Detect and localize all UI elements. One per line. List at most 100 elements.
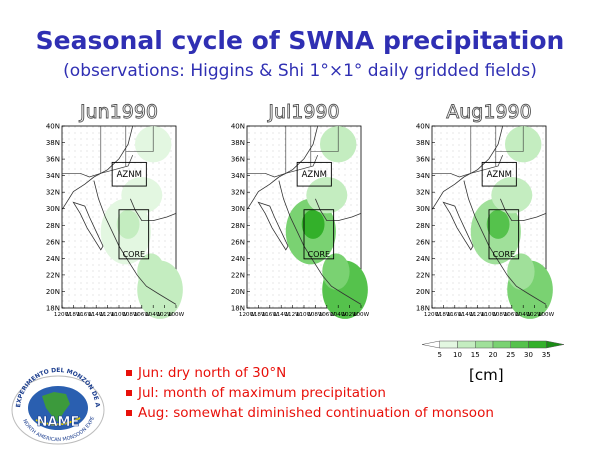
precip-contour <box>491 176 533 214</box>
core-box <box>488 209 520 260</box>
lon-tick-label: 106W <box>134 312 151 318</box>
coastline <box>315 198 362 221</box>
lon-tick-label: 104W <box>330 312 347 318</box>
lat-tick-label: 30N <box>416 205 430 213</box>
coastline <box>431 125 504 210</box>
lon-tick-label: 112W <box>469 312 486 318</box>
lon-tick-label: 118W <box>65 312 82 318</box>
aznm-label: AZNM <box>117 170 142 180</box>
lon-tick-label: 116W <box>447 312 464 318</box>
colorbar-segment <box>492 340 511 349</box>
lon-tick-label: 112W <box>99 312 116 318</box>
colorbar-segment <box>528 340 547 349</box>
lon-tick-label: 118W <box>250 312 267 318</box>
map-panel: Aug1990 AZNM CORE 40N 38N 36N 34N 32N 30N 28N 26N 2… <box>416 101 555 319</box>
lat-tick-label: 32N <box>231 189 245 197</box>
colorbar-segment <box>439 340 458 349</box>
map-month-label: Jul1990 <box>267 101 339 123</box>
lat-tick-label: 32N <box>416 189 430 197</box>
lon-tick-label: 120W <box>424 312 441 318</box>
lon-tick-label: 100W <box>168 312 185 318</box>
map-panel: Jul1990 AZNM CORE 40N 38N 36N 34N 32N 30N 28N 26N 2… <box>231 101 370 319</box>
lat-tick-label: 26N <box>231 238 245 246</box>
baja-coastline <box>442 201 474 251</box>
precip-contour <box>116 209 140 239</box>
lat-tick-label: 22N <box>46 271 60 279</box>
page-subtitle: (observations: Higgins & Shi 1°×1° daily… <box>63 61 537 81</box>
colorbar-tick-label: 5 <box>438 351 442 359</box>
map-panel: Jun1990 AZNM CORE 40N 38N 36N 34N 32N 30N 28N 26N 2… <box>46 101 185 319</box>
aznm-label: AZNM <box>302 170 327 180</box>
bullet-item: Jun: dry north of 30°N <box>126 363 494 383</box>
lat-tick-label: 20N <box>416 288 430 296</box>
colorbar-tick-label: 30 <box>524 351 533 359</box>
lat-tick-label: 30N <box>46 205 60 213</box>
colorbar-tick-label: 15 <box>471 351 480 359</box>
core-box <box>118 209 150 260</box>
lon-tick-label: 106W <box>504 312 521 318</box>
precip-contour <box>486 209 510 239</box>
core-label: CORE <box>493 250 516 259</box>
lat-tick-label: 34N <box>231 172 245 180</box>
core-box <box>303 209 335 260</box>
lat-tick-label: 20N <box>231 288 245 296</box>
precip-contour <box>507 253 535 290</box>
state-boundary <box>310 126 339 152</box>
colorbar: 5 10 15 20 25 30 35 <box>421 340 565 359</box>
bullet-text: Aug: somewhat diminished continuation of… <box>138 405 494 421</box>
lat-tick-label: 30N <box>231 205 245 213</box>
coastline <box>246 125 319 210</box>
lat-tick-label: 18N <box>231 305 245 313</box>
state-boundary <box>125 126 154 152</box>
lat-tick-label: 24N <box>46 255 60 263</box>
lat-tick-label: 34N <box>46 172 60 180</box>
lon-tick-label: 108W <box>122 312 139 318</box>
baja-coastline <box>257 201 289 251</box>
lat-tick-label: 38N <box>231 139 245 147</box>
lat-tick-label: 26N <box>46 238 60 246</box>
lat-tick-label: 36N <box>231 156 245 164</box>
lon-tick-label: 120W <box>54 312 71 318</box>
lat-tick-label: 38N <box>416 139 430 147</box>
lon-tick-label: 114W <box>88 312 105 318</box>
lon-tick-label: 110W <box>111 312 128 318</box>
bullet-icon <box>126 370 132 376</box>
logo-center-text: NAME <box>37 415 80 430</box>
state-boundary <box>495 126 524 152</box>
lat-tick-label: 36N <box>46 156 60 164</box>
lon-tick-label: 112W <box>284 312 301 318</box>
lat-tick-label: 18N <box>46 305 60 313</box>
aznm-box <box>481 161 517 187</box>
lon-tick-label: 110W <box>296 312 313 318</box>
lat-tick-label: 40N <box>416 123 430 131</box>
aznm-box <box>111 161 147 187</box>
lon-tick-label: 118W <box>435 312 452 318</box>
map-month-label: Jun1990 <box>79 101 158 123</box>
colorbar-segment <box>510 340 529 349</box>
colorbar-tick-label: 25 <box>506 351 515 359</box>
lon-tick-label: 106W <box>319 312 336 318</box>
lat-tick-label: 20N <box>46 288 60 296</box>
lon-tick-label: 114W <box>273 312 290 318</box>
lon-tick-label: 100W <box>538 312 555 318</box>
lon-tick-label: 108W <box>492 312 509 318</box>
name-logo: EXPERIMENTO DEL MONZÓN DE AMÉRICA DEL NO… <box>8 360 105 445</box>
lat-tick-label: 40N <box>46 123 60 131</box>
colorbar-segment <box>457 340 476 349</box>
lat-tick-label: 32N <box>46 189 60 197</box>
lat-tick-label: 22N <box>416 271 430 279</box>
lat-tick-label: 22N <box>231 271 245 279</box>
precip-contour <box>301 209 325 239</box>
colorbar-tick-label: 10 <box>453 351 462 359</box>
bullet-text: Jul: month of maximum precipitation <box>138 385 386 401</box>
colorbar-tick-label: 35 <box>542 351 551 359</box>
lat-tick-label: 24N <box>231 255 245 263</box>
aznm-box <box>296 161 332 187</box>
lat-tick-label: 28N <box>46 222 60 230</box>
coastline <box>500 198 547 221</box>
baja-coastline <box>72 201 104 251</box>
lon-tick-label: 104W <box>515 312 532 318</box>
colorbar-segment <box>546 340 565 349</box>
coastline <box>130 198 177 221</box>
precip-contour <box>121 176 163 214</box>
